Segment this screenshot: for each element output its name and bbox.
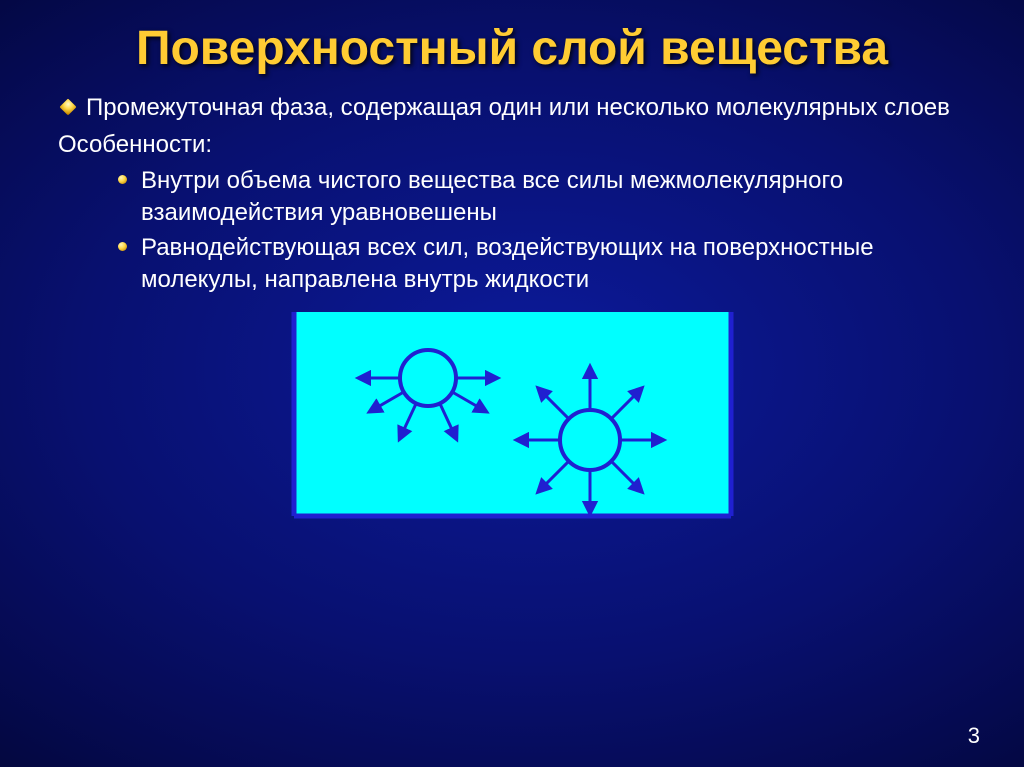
diamond-bullet-icon: [60, 98, 77, 115]
sublist-text-1: Внутри объема чистого вещества все силы …: [141, 165, 976, 228]
circle-bullet-icon: [118, 242, 127, 251]
slide-body: Промежуточная фаза, содержащая один или …: [48, 92, 976, 520]
slide: Поверхностный слой вещества Промежуточна…: [0, 0, 1024, 767]
sublist-text-2: Равнодействующая всех сил, воздействующи…: [141, 232, 976, 295]
bullet-text-1: Промежуточная фаза, содержащая один или …: [86, 92, 976, 124]
diagram-container: [48, 308, 976, 520]
sublist-heading: Особенности:: [58, 129, 976, 161]
sublist-item-1: Внутри объема чистого вещества все силы …: [118, 165, 976, 228]
slide-title: Поверхностный слой вещества: [48, 22, 976, 76]
circle-bullet-icon: [118, 175, 127, 184]
page-number: 3: [968, 723, 980, 749]
bullet-item-1: Промежуточная фаза, содержащая один или …: [62, 92, 976, 124]
sublist-item-2: Равнодействующая всех сил, воздействующи…: [118, 232, 976, 295]
surface-layer-diagram: [290, 308, 735, 520]
sublist: Внутри объема чистого вещества все силы …: [118, 165, 976, 296]
